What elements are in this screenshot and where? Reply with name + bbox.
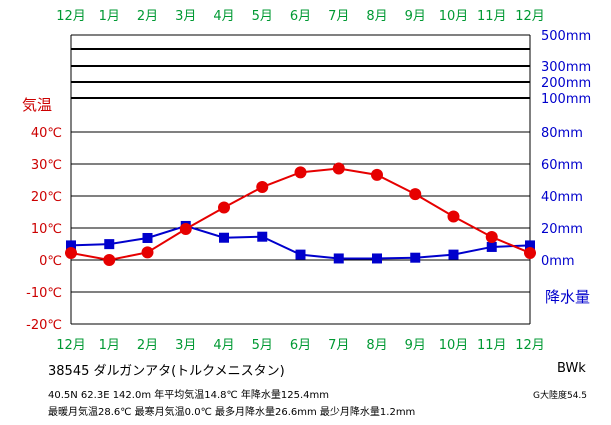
month-label-bottom: 7月 <box>328 338 349 353</box>
precipitation-marker <box>219 232 229 243</box>
month-label-top: 5月 <box>252 9 273 24</box>
month-label-bottom: 10月 <box>439 338 469 353</box>
temperature-marker <box>524 246 536 259</box>
month-label-bottom: 5月 <box>252 338 273 353</box>
temperature-tick-label: 10℃ <box>31 222 62 237</box>
temperature-marker <box>485 230 498 243</box>
temperature-marker <box>65 246 77 259</box>
precipitation-marker <box>257 231 268 242</box>
month-label-top: 10月 <box>439 9 469 24</box>
month-label-bottom: 6月 <box>290 338 311 353</box>
temperature-marker <box>371 168 383 181</box>
precipitation-tick-label: 0mm <box>541 254 575 269</box>
temperature-marker <box>141 246 154 259</box>
month-label-bottom: 8月 <box>366 338 387 353</box>
temperature-tick-label: 40℃ <box>31 126 62 141</box>
temperature-marker <box>218 201 230 214</box>
station-name: 38545 ダルガンアタ(トルクメニスタン) <box>48 364 285 379</box>
month-label-top: 9月 <box>405 9 426 24</box>
precipitation-tick-label: 80mm <box>541 126 583 141</box>
temperature-tick-label: 0℃ <box>39 254 62 269</box>
temperature-marker <box>294 166 307 179</box>
month-label-top: 12月 <box>515 9 545 24</box>
month-label-top: 1月 <box>99 9 120 24</box>
temperature-marker <box>409 188 422 201</box>
temperature-line <box>70 167 531 262</box>
temperature-marker <box>256 181 269 194</box>
month-label-top: 6月 <box>290 9 311 24</box>
precipitation-tick-label: 40mm <box>541 190 583 205</box>
precipitation-marker <box>486 241 497 252</box>
climate-classification: BWk <box>557 361 586 376</box>
precipitation-marker <box>410 252 421 263</box>
precipitation-marker <box>333 253 344 264</box>
temperature-marker <box>332 162 345 175</box>
month-label-top: 12月 <box>56 9 86 24</box>
precipitation-marker <box>66 240 76 251</box>
continentality-index: G大陸度54.5 <box>533 391 588 401</box>
temperature-tick-label: 20℃ <box>31 190 62 205</box>
temperature-marker <box>103 254 116 266</box>
month-label-bottom: 2月 <box>137 338 158 353</box>
month-label-top: 7月 <box>328 9 349 24</box>
temperature-tick-label: -20℃ <box>26 318 62 333</box>
month-label-bottom: 11月 <box>477 338 507 353</box>
precipitation-tick-label: 60mm <box>541 158 583 173</box>
month-label-bottom: 3月 <box>175 338 196 353</box>
month-label-bottom: 1月 <box>99 338 120 353</box>
station-stats-line-1: 40.5N 62.3E 142.0m 年平均気温14.8℃ 年降水量125.4m… <box>48 390 330 401</box>
precipitation-marker <box>142 232 153 243</box>
precipitation-tick-label: 200mm <box>541 76 591 91</box>
month-label-top: 3月 <box>175 9 196 24</box>
month-label-bottom: 12月 <box>56 338 86 353</box>
precipitation-marker <box>448 249 459 260</box>
precipitation-tick-label: 20mm <box>541 222 583 237</box>
month-label-top: 4月 <box>213 9 234 24</box>
temperature-marker <box>179 222 192 235</box>
temperature-tick-label: -10℃ <box>26 286 62 301</box>
station-stats-line-2: 最暖月気温28.6℃ 最寒月気温0.0℃ 最多月降水量26.6mm 最少月降水量… <box>48 407 416 418</box>
temperature-axis-label: 気温 <box>22 96 52 114</box>
month-label-bottom: 4月 <box>213 338 234 353</box>
temperature-tick-label: 30℃ <box>31 158 62 173</box>
month-label-bottom: 12月 <box>515 338 545 353</box>
precipitation-tick-label: 500mm <box>541 29 591 44</box>
precipitation-marker <box>104 239 115 250</box>
month-label-bottom: 9月 <box>405 338 426 353</box>
precipitation-marker <box>295 249 306 260</box>
precipitation-marker <box>525 240 535 251</box>
precipitation-axis-label: 降水量 <box>545 288 590 306</box>
temperature-marker <box>447 210 460 223</box>
month-label-top: 11月 <box>477 9 507 24</box>
month-label-top: 8月 <box>366 9 387 24</box>
precipitation-marker <box>372 253 382 264</box>
month-label-top: 2月 <box>137 9 158 24</box>
precipitation-tick-label: 100mm <box>541 92 591 107</box>
precipitation-tick-label: 300mm <box>541 60 591 75</box>
